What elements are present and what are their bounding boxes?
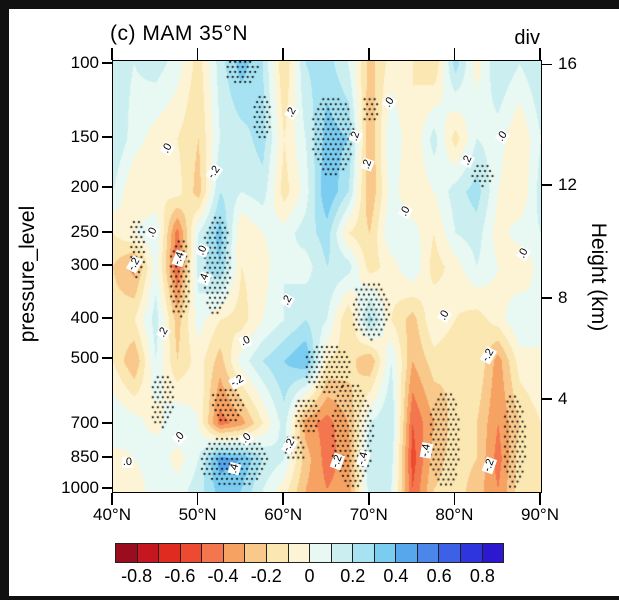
- pressure-tick-label: 100: [70, 53, 99, 73]
- colorbar-tick-label: 0.8: [469, 566, 495, 586]
- colorbar-cell: [417, 544, 440, 562]
- longitude-tick-top: [111, 48, 113, 60]
- colorbar-tick-label: -0.4: [207, 566, 239, 586]
- height-tick-label: 16: [558, 54, 577, 74]
- longitude-tick-top: [539, 48, 541, 60]
- longitude-tick-bottom: [453, 493, 456, 505]
- longitude-tick-label: 80°N: [435, 505, 474, 524]
- contour-label: -.4: [418, 442, 433, 459]
- longitude-tick-label: 40°N: [93, 505, 131, 524]
- longitude-tick-bottom: [539, 493, 541, 505]
- colorbar-tick-label: -0.6: [164, 566, 196, 586]
- window-frame-left: [0, 0, 9, 600]
- colorbar-cell: [180, 544, 203, 562]
- longitude-tick-label: 50°N: [178, 505, 217, 524]
- plot-title: (c) MAM 35°N: [110, 22, 249, 45]
- pressure-tick-label: 250: [70, 221, 99, 241]
- pressure-tick-label: 150: [70, 127, 99, 147]
- height-tick: [542, 297, 552, 299]
- colorbar-tick-label: -0.2: [250, 566, 282, 586]
- y-axis-title-pressure: pressure_level: [16, 205, 39, 343]
- pressure-tick: [102, 357, 112, 359]
- colorbar-cell: [202, 544, 224, 562]
- longitude-tick-bottom: [111, 493, 113, 505]
- pressure-tick: [102, 264, 112, 266]
- pressure-tick: [102, 456, 112, 458]
- pressure-tick: [102, 231, 112, 233]
- height-tick-label: 4: [558, 389, 568, 409]
- longitude-tick-top: [196, 48, 199, 60]
- colorbar-cell: [331, 544, 354, 562]
- height-tick: [542, 63, 552, 66]
- pressure-tick-label: 700: [70, 412, 99, 432]
- pressure-tick-label: 850: [70, 446, 99, 466]
- units-label: div: [514, 27, 540, 49]
- longitude-tick-label: 70°N: [349, 505, 388, 524]
- colorbar-cell: [461, 544, 483, 562]
- longitude-tick-top: [282, 48, 284, 60]
- colorbar: [115, 543, 504, 563]
- longitude-tick-top: [368, 48, 370, 60]
- pressure-tick-label: 300: [70, 255, 99, 275]
- colorbar-tick-label: 0.2: [340, 566, 366, 586]
- pressure-tick: [102, 487, 112, 489]
- contour-plot-area: .0 -.2.2.0 -.2 -.4.4.0.0.2.2.2.0.0.0.2.0 -.2…: [112, 60, 542, 493]
- colorbar-cell: [116, 544, 138, 562]
- pressure-tick: [102, 186, 112, 188]
- pressure-tick-label: 400: [70, 308, 99, 328]
- colorbar-cell: [374, 544, 397, 562]
- colorbar-cell: [159, 544, 181, 562]
- contour-fill-canvas: [113, 61, 541, 492]
- longitude-tick-top: [453, 48, 456, 60]
- pressure-tick: [102, 62, 112, 64]
- colorbar-tick-label: -0.8: [121, 566, 153, 586]
- colorbar-cell: [482, 544, 504, 562]
- y-axis-title-height: Height (km): [587, 222, 610, 332]
- colorbar-cell: [353, 544, 375, 562]
- colorbar-cell: [137, 544, 160, 562]
- window-frame-top: [0, 0, 619, 9]
- colorbar-cell: [266, 544, 289, 562]
- longitude-tick-bottom: [196, 493, 199, 505]
- pressure-tick-label: 500: [70, 347, 99, 367]
- height-tick-label: 12: [558, 174, 577, 194]
- height-tick-label: 8: [558, 287, 568, 307]
- window-frame-bottom: [0, 596, 619, 600]
- pressure-tick-label: 1000: [61, 477, 99, 497]
- height-tick: [542, 398, 552, 400]
- colorbar-tick-label: 0.4: [383, 566, 409, 586]
- colorbar-cell: [310, 544, 332, 562]
- colorbar-tick-label: 0: [304, 566, 315, 586]
- colorbar-cell: [223, 544, 246, 562]
- colorbar-cell: [245, 544, 267, 562]
- pressure-tick: [102, 317, 112, 319]
- pressure-tick: [102, 136, 112, 138]
- longitude-tick-label: 90°N: [521, 505, 559, 524]
- longitude-tick-label: 60°N: [264, 505, 303, 524]
- longitude-tick-bottom: [282, 493, 284, 505]
- longitude-tick-bottom: [368, 493, 370, 505]
- pressure-tick: [102, 422, 112, 424]
- colorbar-cell: [439, 544, 461, 562]
- colorbar-tick-label: 0.6: [426, 566, 452, 586]
- height-tick: [542, 184, 552, 186]
- colorbar-cell: [396, 544, 418, 562]
- contour-label: .0: [121, 456, 134, 469]
- pressure-tick-label: 200: [70, 177, 99, 197]
- colorbar-cell: [288, 544, 311, 562]
